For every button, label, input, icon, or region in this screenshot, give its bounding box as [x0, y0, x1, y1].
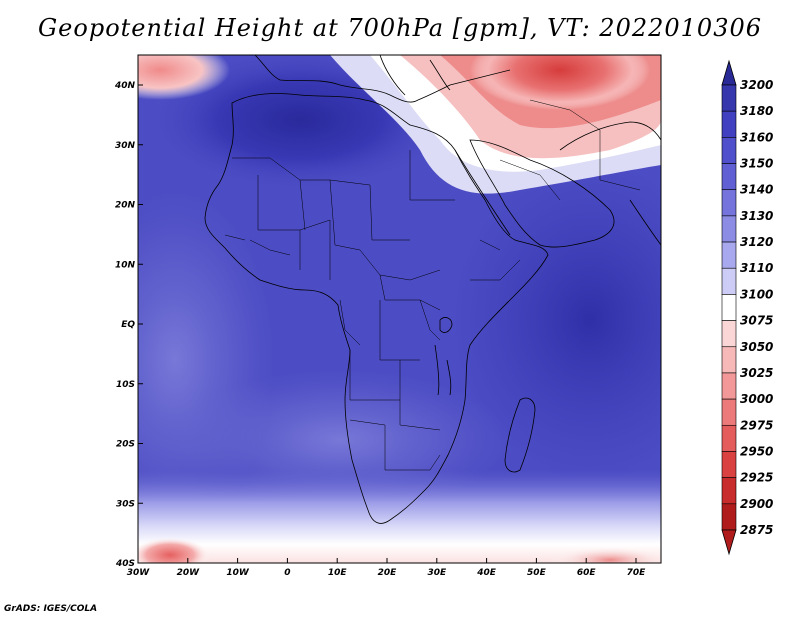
colorbar-top-arrow	[721, 59, 737, 86]
country-borders	[224, 99, 641, 471]
colorbar-label: 3140	[740, 183, 773, 197]
lon-tick-label: 70E	[627, 568, 647, 578]
colorbar-label: 3075	[740, 314, 773, 328]
plot-frame	[137, 54, 662, 564]
colorbar-swatch	[721, 320, 737, 348]
map-title: Geopotential Height at 700hPa [gpm], VT:…	[38, 14, 762, 42]
lat-tick-label: 40S	[115, 559, 135, 569]
colorbar-label: 3130	[740, 209, 773, 223]
colorbar-label: 3120	[740, 235, 773, 249]
colorbar-label: 3025	[740, 366, 773, 380]
colorbar-swatch	[721, 163, 737, 191]
colorbar-bottom-arrow	[721, 529, 737, 556]
lat-tick-label: 20N	[115, 201, 136, 211]
colorbar-label: 2900	[740, 497, 773, 511]
colorbar-swatch	[721, 110, 737, 138]
colorbar-swatch	[721, 346, 737, 374]
lon-tick-label: 30W	[127, 568, 151, 578]
colorbar-swatch	[721, 451, 737, 478]
colorbar-label: 2875	[740, 523, 773, 537]
lon-tick-label: 40E	[476, 568, 497, 578]
lat-tick-label: 30S	[116, 499, 135, 509]
lat-tick-label: 20S	[116, 440, 135, 450]
colorbar-swatch	[721, 424, 737, 452]
colorbar-swatch	[721, 241, 737, 269]
lat-tick-label: 40N	[114, 81, 136, 91]
colorbar-label: 3180	[740, 104, 773, 118]
colorbar-label: 2950	[740, 444, 773, 458]
colorbar: 3200 3180 3160 3150 3140 3130 3120 3110 3100 3075…	[721, 59, 773, 556]
lon-tick-label: 60E	[577, 568, 597, 578]
colorbar-swatch	[721, 503, 737, 531]
colorbar-label: 3050	[740, 340, 773, 354]
colorbar-swatch	[721, 215, 737, 243]
longitude-axis: 30W 20W 10W 0 10E 20E 30E 40E 50E 60E 70E	[127, 558, 646, 578]
colorbar-swatch	[721, 84, 737, 112]
lon-tick-label: 10W	[226, 568, 250, 578]
lon-tick-label: 0	[284, 568, 290, 578]
colorbar-label: 3160	[740, 130, 773, 144]
colorbar-swatch	[721, 137, 737, 164]
colorbar-label: 3200	[740, 78, 773, 92]
lon-tick-label: 50E	[527, 568, 547, 578]
colorbar-label: 3110	[740, 261, 773, 275]
lat-tick-label: EQ	[121, 320, 135, 330]
lon-tick-label: 30E	[427, 568, 447, 578]
colorbar-label: 2925	[740, 471, 773, 485]
colorbar-label: 2975	[740, 418, 773, 432]
height-field	[138, 55, 661, 563]
colorbar-swatch	[721, 294, 737, 321]
coastlines	[204, 55, 661, 524]
lon-tick-label: 10E	[328, 568, 348, 578]
colorbar-swatch	[721, 267, 737, 295]
colorbar-label: 3150	[740, 157, 773, 171]
footer-credit: GrADS: IGES/COLA	[4, 604, 98, 614]
colorbar-label: 3000	[740, 392, 773, 406]
lon-tick-label: 20E	[378, 568, 398, 578]
colorbar-label: 3100	[740, 287, 773, 301]
colorbar-swatch	[721, 189, 737, 217]
lat-tick-label: 30N	[115, 141, 136, 151]
latitude-axis: 40N 30N 20N 10N EQ 10S 20S 30S 40S	[114, 81, 143, 569]
colorbar-swatch	[721, 398, 737, 426]
colorbar-swatch	[721, 477, 737, 505]
lat-tick-label: 10N	[115, 260, 136, 270]
lat-tick-label: 10S	[116, 380, 135, 390]
lon-tick-label: 20W	[177, 568, 201, 578]
colorbar-swatch	[721, 372, 737, 400]
